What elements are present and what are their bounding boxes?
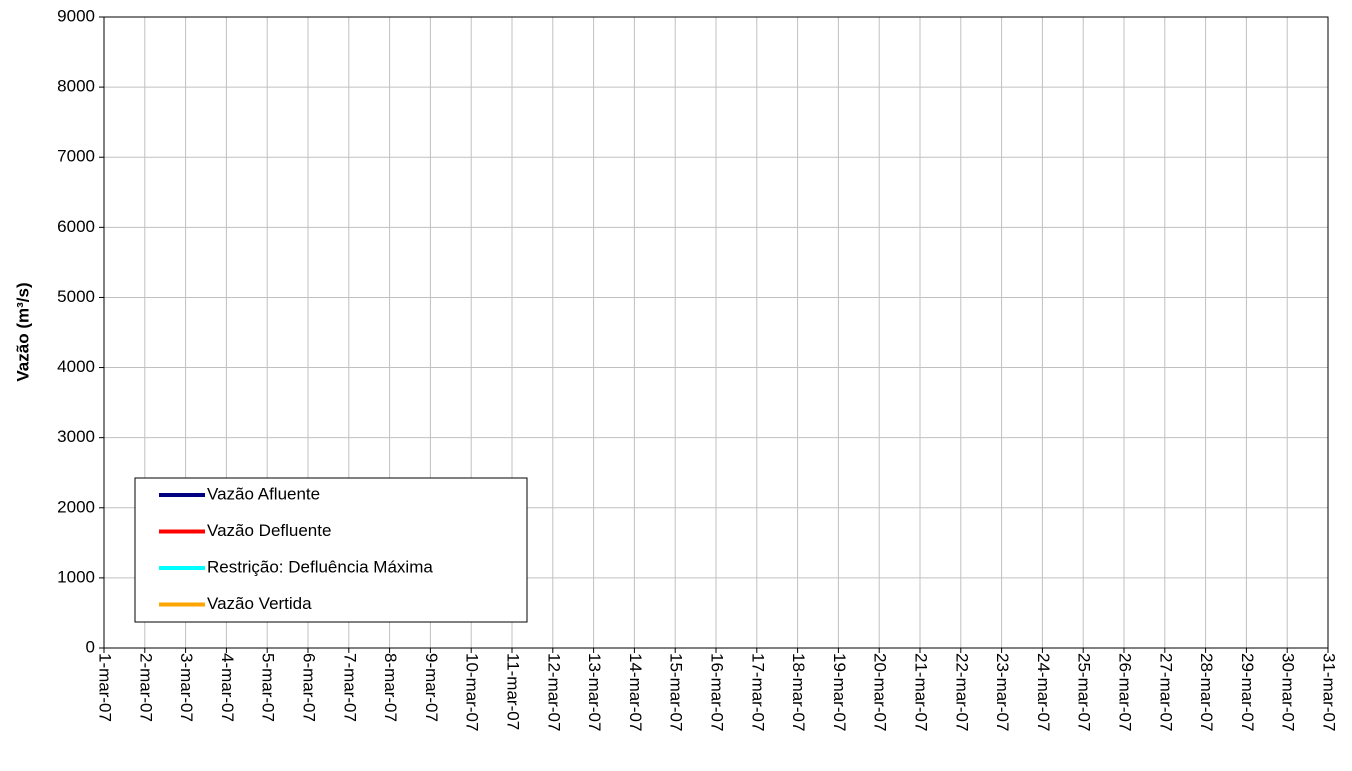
x-tick-label: 25-mar-07 (1075, 653, 1094, 731)
x-tick-label: 17-mar-07 (748, 653, 767, 731)
x-tick-label: 5-mar-07 (259, 653, 278, 722)
legend-label: Vazão Vertida (207, 594, 312, 613)
legend-label: Vazão Defluente (207, 521, 331, 540)
y-tick-label: 8000 (57, 77, 95, 96)
x-tick-label: 14-mar-07 (626, 653, 645, 731)
x-tick-label: 6-mar-07 (300, 653, 319, 722)
y-tick-label: 1000 (57, 567, 95, 586)
legend-box (134, 477, 528, 623)
x-tick-label: 24-mar-07 (1034, 653, 1053, 731)
x-tick-label: 21-mar-07 (912, 653, 931, 731)
x-tick-label: 9-mar-07 (422, 653, 441, 722)
x-tick-label: 20-mar-07 (871, 653, 890, 731)
x-tick-label: 29-mar-07 (1238, 653, 1257, 731)
y-axis-label: Vazão (m³/s) (13, 282, 32, 381)
y-tick-label: 5000 (57, 287, 95, 306)
y-tick-label: 0 (86, 637, 95, 656)
legend: Vazão Afluente Vazão Defluente Restrição: … (134, 477, 528, 623)
x-tick-label: 31-mar-07 (1320, 653, 1339, 731)
x-tick-label: 30-mar-07 (1279, 653, 1298, 731)
x-tick-label: 4-mar-07 (218, 653, 237, 722)
x-tick-label: 8-mar-07 (381, 653, 400, 722)
x-tick-label: 1-mar-07 (96, 653, 115, 722)
x-tick-label: 28-mar-07 (1197, 653, 1216, 731)
x-tick-label: 12-mar-07 (544, 653, 563, 731)
x-tick-label: 19-mar-07 (830, 653, 849, 731)
x-tick-label: 10-mar-07 (463, 653, 482, 731)
x-tick-label: 16-mar-07 (708, 653, 727, 731)
x-tick-label: 27-mar-07 (1156, 653, 1175, 731)
y-tick-label: 6000 (57, 217, 95, 236)
x-tick-label: 18-mar-07 (789, 653, 808, 731)
x-tick-label: 11-mar-07 (504, 653, 523, 730)
y-tick-label: 3000 (57, 427, 95, 446)
x-tick-label: 3-mar-07 (177, 653, 196, 722)
x-tick-label: 23-mar-07 (993, 653, 1012, 731)
x-tick-label: 2-mar-07 (136, 653, 155, 722)
x-tick-label: 15-mar-07 (667, 653, 686, 731)
y-tick-label: 9000 (57, 6, 95, 25)
legend-label: Vazão Afluente (207, 484, 320, 503)
legend-label: Restrição: Defluência Máxima (207, 557, 433, 576)
x-tick-label: 26-mar-07 (1116, 653, 1135, 731)
y-tick-label: 4000 (57, 357, 95, 376)
x-tick-label: 22-mar-07 (952, 653, 971, 731)
x-tick-label: 7-mar-07 (340, 653, 359, 722)
y-tick-label: 2000 (57, 497, 95, 516)
x-tick-label: 13-mar-07 (585, 653, 604, 731)
y-tick-label: 7000 (57, 147, 95, 166)
